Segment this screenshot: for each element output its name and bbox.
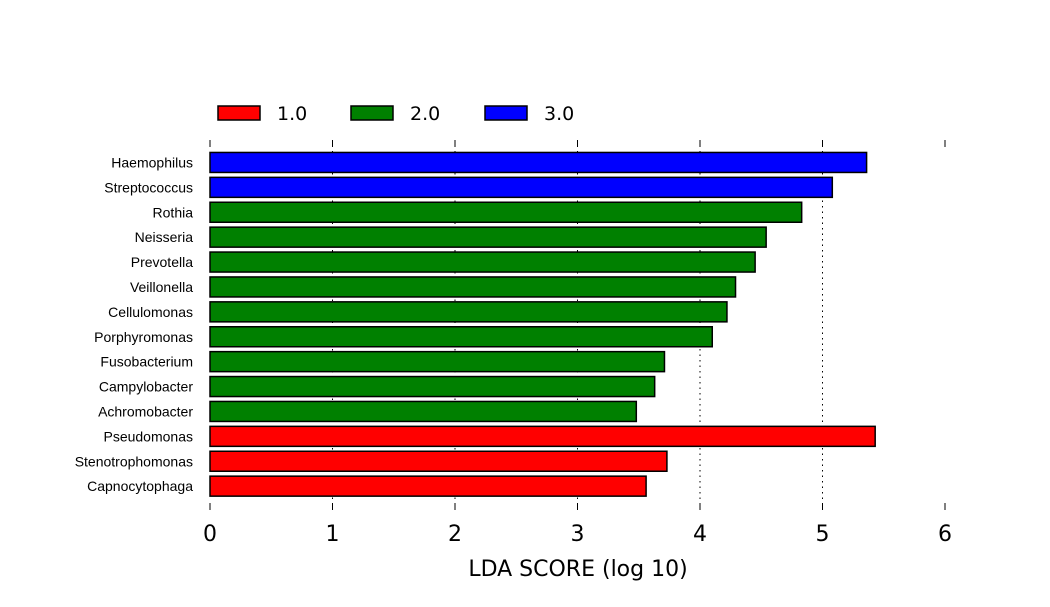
category-label: Fusobacterium bbox=[100, 354, 193, 370]
x-tick-label: 2 bbox=[448, 522, 462, 547]
bars bbox=[209, 151, 876, 497]
bar bbox=[209, 226, 767, 248]
category-label: Stenotrophomonas bbox=[75, 453, 193, 469]
legend-swatch bbox=[484, 105, 528, 121]
legend-label: 2.0 bbox=[410, 103, 440, 125]
category-label: Neisseria bbox=[135, 229, 194, 245]
category-label: Streptococcus bbox=[104, 179, 193, 195]
category-label: Veillonella bbox=[130, 279, 193, 295]
category-label: Porphyromonas bbox=[94, 329, 193, 345]
category-labels: Haemophilus Streptococcus Rothia Neisseria P… bbox=[75, 154, 194, 494]
x-tick-label: 0 bbox=[203, 522, 217, 547]
bar bbox=[209, 176, 834, 199]
x-axis-ticks bbox=[209, 140, 946, 510]
category-label: Pseudomonas bbox=[103, 428, 193, 444]
x-tick-label: 1 bbox=[326, 522, 340, 547]
legend-swatch bbox=[217, 105, 261, 121]
x-tick-label: 3 bbox=[571, 522, 585, 547]
x-tick-labels: 0 1 2 3 4 5 6 bbox=[203, 522, 952, 547]
category-label: Prevotella bbox=[131, 254, 193, 270]
legend: 1.0 2.0 3.0 bbox=[217, 103, 574, 125]
category-label: Capnocytophaga bbox=[87, 478, 193, 494]
legend-label: 1.0 bbox=[277, 103, 307, 125]
bar bbox=[209, 151, 868, 174]
x-tick-label: 4 bbox=[693, 522, 707, 547]
category-label: Haemophilus bbox=[111, 154, 193, 170]
category-label: Rothia bbox=[153, 204, 194, 220]
bar bbox=[209, 276, 737, 298]
bar bbox=[209, 301, 728, 323]
bar bbox=[209, 425, 876, 448]
bar bbox=[209, 326, 713, 348]
bar bbox=[209, 475, 647, 497]
bar bbox=[209, 350, 666, 373]
x-tick-label: 5 bbox=[816, 522, 830, 547]
category-label: Campylobacter bbox=[99, 379, 193, 395]
bar bbox=[209, 375, 656, 398]
category-label: Achromobacter bbox=[98, 403, 193, 419]
bar bbox=[209, 201, 803, 223]
legend-swatch bbox=[350, 105, 394, 121]
bar bbox=[209, 400, 638, 423]
x-axis-title: LDA SCORE (log 10) bbox=[468, 557, 687, 582]
legend-label: 3.0 bbox=[544, 103, 574, 125]
bar bbox=[209, 450, 668, 472]
category-label: Cellulomonas bbox=[108, 304, 193, 320]
x-tick-label: 6 bbox=[938, 522, 952, 547]
bar bbox=[209, 251, 756, 273]
